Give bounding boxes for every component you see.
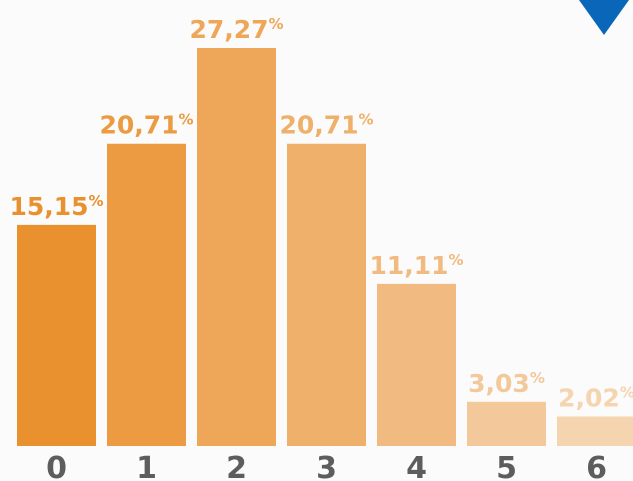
category-label-4: 4 (406, 451, 427, 481)
category-label-0: 0 (46, 451, 67, 481)
value-label-1: 20,71% (99, 111, 193, 140)
bar-0 (17, 224, 96, 446)
value-label-5: 3,03% (468, 369, 545, 398)
value-label-3: 20,71% (279, 111, 373, 140)
bars-layer (17, 48, 633, 447)
category-label-6: 6 (586, 451, 607, 481)
triangle-down-icon[interactable] (579, 0, 629, 35)
bar-5 (467, 401, 546, 446)
category-label-2: 2 (226, 451, 247, 481)
value-label-2: 27,27% (189, 15, 283, 44)
value-labels-layer: 15,15% 20,71% 27,27% 20,71% 11,11% 3,03% 2,02% (9, 15, 633, 413)
category-label-5: 5 (496, 451, 517, 481)
category-labels-layer: 0 1 2 3 4 5 6 (46, 451, 607, 481)
value-label-6: 2,02% (558, 384, 633, 413)
category-label-1: 1 (136, 451, 157, 481)
bar-4 (377, 283, 456, 446)
bar-3 (287, 143, 366, 447)
value-label-0: 15,15% (9, 192, 103, 221)
bar-6 (557, 416, 633, 446)
value-label-4: 11,11% (369, 251, 463, 280)
category-label-3: 3 (316, 451, 337, 481)
bar-1 (107, 143, 186, 447)
bar-2 (197, 48, 276, 446)
